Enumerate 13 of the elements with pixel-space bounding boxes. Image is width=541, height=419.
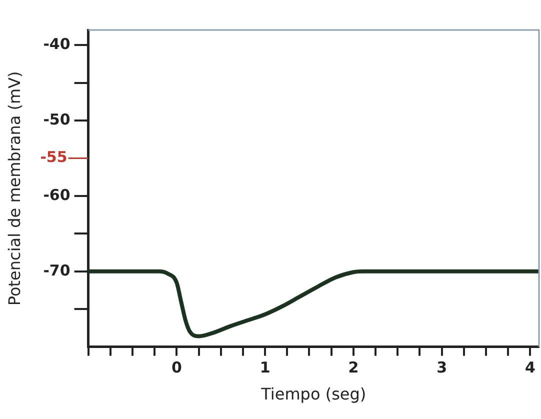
x-tick-label: 2	[348, 358, 359, 377]
y-tick-label: -60	[43, 186, 70, 204]
x-tick-label: 1	[260, 358, 270, 377]
ref-line-label: -55	[40, 148, 68, 166]
x-tick-label: 3	[436, 358, 448, 377]
x-tick-label: 4	[524, 358, 536, 377]
x-axis-title: Tiempo (seg)	[260, 384, 366, 404]
x-tick-label: 0	[171, 358, 182, 377]
y-axis-title: Potencial de membrana (mV)	[4, 71, 24, 306]
y-tick-label: -70	[43, 261, 70, 280]
line-series	[88, 269, 539, 338]
y-tick-label: -40	[43, 34, 70, 53]
y-tick-label: -50	[43, 110, 70, 128]
